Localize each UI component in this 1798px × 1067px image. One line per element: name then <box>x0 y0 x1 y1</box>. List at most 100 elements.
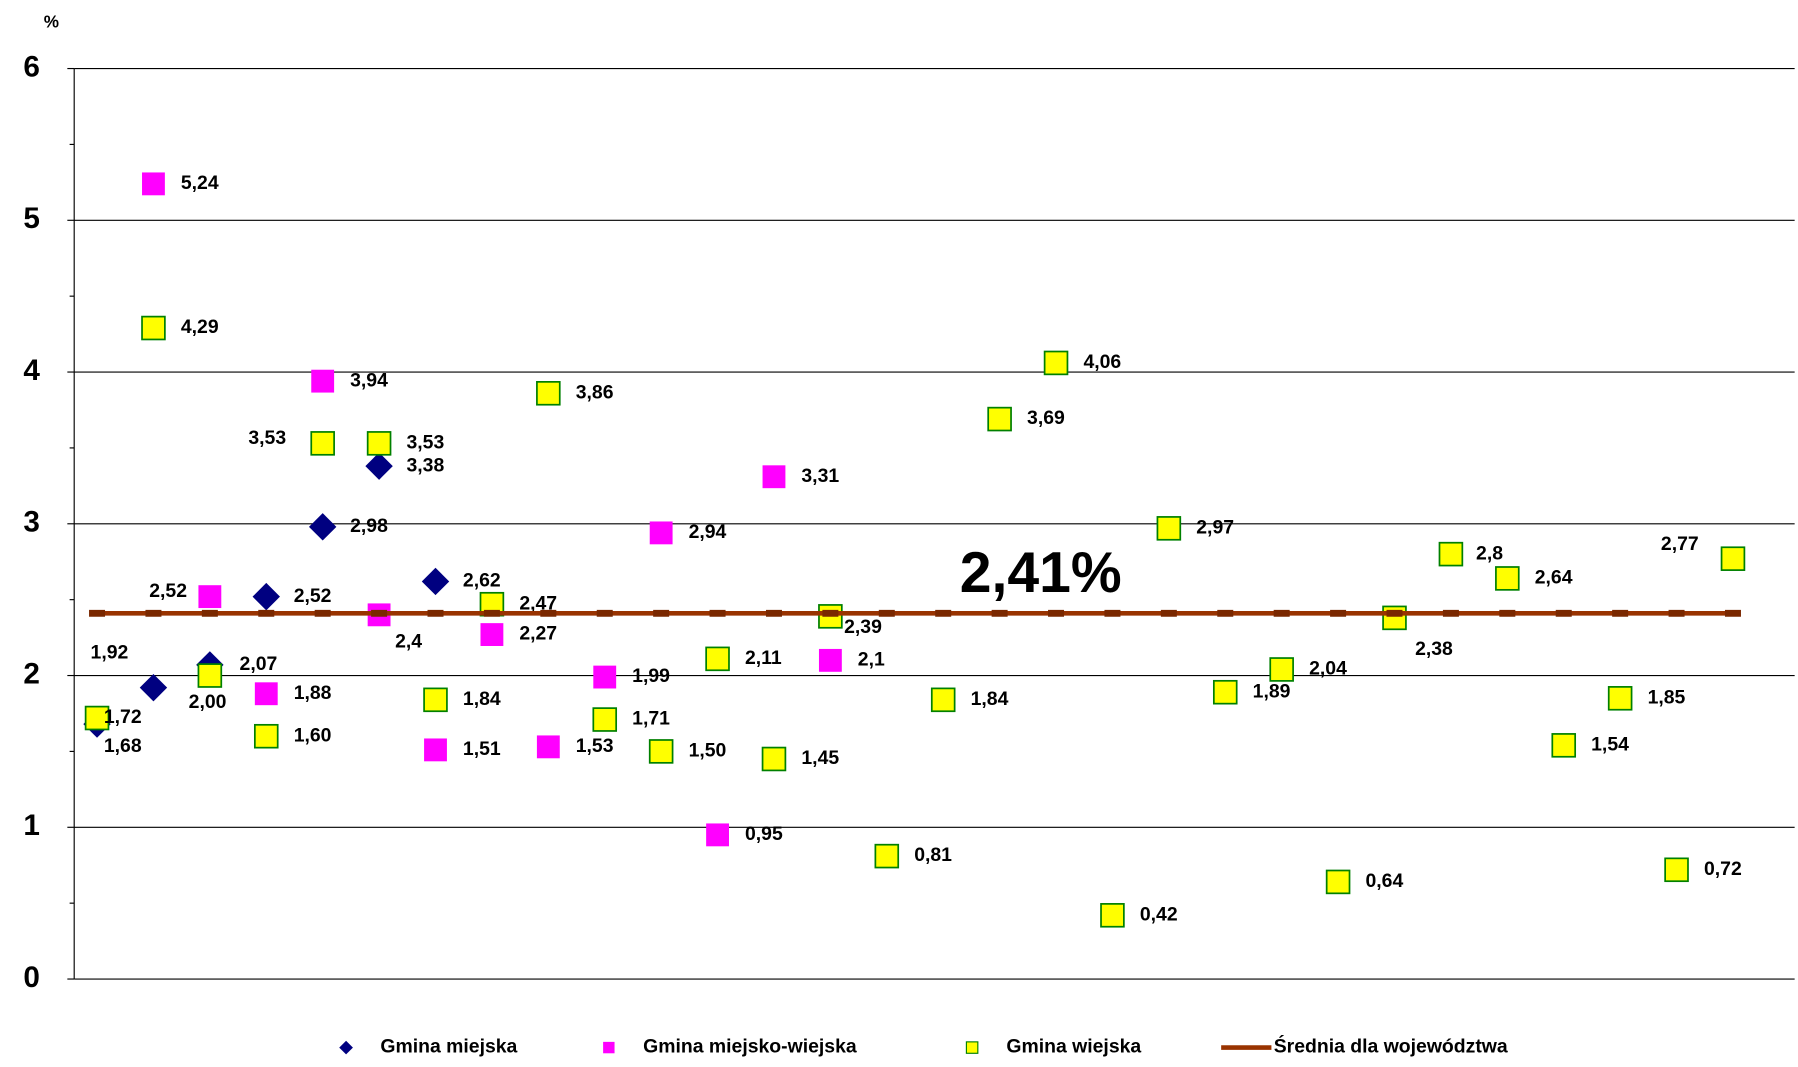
value-label: 3,31 <box>801 465 839 487</box>
point <box>142 172 165 196</box>
value-label: 3,69 <box>1027 407 1065 429</box>
y-tick-label: 5 <box>23 202 40 235</box>
value-label: 1,68 <box>104 735 142 757</box>
value-label: 3,86 <box>576 381 614 403</box>
value-label: 1,84 <box>971 688 1009 710</box>
value-label: 4,06 <box>1083 351 1121 373</box>
value-label: 2,47 <box>519 592 557 614</box>
y-axis-label: % <box>44 11 59 31</box>
value-label: 2,4 <box>395 630 422 652</box>
value-label: 3,53 <box>407 431 445 453</box>
value-label: 1,85 <box>1648 686 1686 708</box>
point <box>1607 686 1633 711</box>
value-label: 5,24 <box>181 172 219 194</box>
legend-label: Gmina wiejska <box>1006 1036 1141 1058</box>
value-label: 1,92 <box>91 642 129 664</box>
point <box>761 746 787 772</box>
legend-marker <box>603 1041 615 1054</box>
point <box>649 521 673 545</box>
point <box>365 452 393 480</box>
y-tick-label: 0 <box>23 961 40 994</box>
point <box>762 465 786 489</box>
value-label: 2,52 <box>149 580 187 602</box>
point <box>253 723 279 749</box>
point <box>987 406 1012 432</box>
point <box>1664 857 1689 883</box>
point <box>423 687 448 713</box>
point <box>139 673 168 702</box>
value-label: 1,71 <box>632 708 670 730</box>
value-label: 4,29 <box>181 316 219 338</box>
point <box>706 823 729 847</box>
point <box>592 707 618 732</box>
legend-marker <box>339 1040 353 1055</box>
point <box>1156 516 1182 541</box>
legend-label: Gmina miejsko-wiejska <box>643 1036 857 1058</box>
value-label: 1,88 <box>294 682 332 704</box>
value-label: 0,42 <box>1140 903 1178 925</box>
y-tick-label: 1 <box>23 809 40 842</box>
point <box>198 585 222 609</box>
point <box>308 513 337 541</box>
legend-label: Średnia dla województwa <box>1274 1034 1508 1058</box>
value-label: 1,89 <box>1253 680 1291 702</box>
value-label: 1,45 <box>801 747 839 769</box>
point <box>1495 566 1520 591</box>
value-label: 2,52 <box>294 585 332 607</box>
value-label: 0,72 <box>1704 858 1742 880</box>
point <box>1269 657 1294 682</box>
value-label: 3,94 <box>350 369 388 391</box>
value-label: 0,64 <box>1366 870 1404 892</box>
value-label: 0,95 <box>745 823 783 845</box>
value-label: 2,00 <box>189 691 227 713</box>
point <box>197 663 223 688</box>
annotation: 2,41% <box>960 541 1122 605</box>
value-label: 2,07 <box>240 653 278 675</box>
point <box>254 682 278 706</box>
value-label: 1,99 <box>632 665 670 687</box>
point <box>310 431 335 456</box>
value-label: 2,97 <box>1196 516 1234 538</box>
value-label: 2,38 <box>1415 638 1453 660</box>
point <box>421 567 450 596</box>
value-label: 1,54 <box>1591 733 1629 755</box>
point <box>1043 350 1069 376</box>
value-label: 1,51 <box>463 738 501 760</box>
point <box>366 431 392 456</box>
point <box>1212 679 1238 705</box>
value-label: 2,62 <box>463 570 501 592</box>
y-tick-label: 3 <box>23 506 40 539</box>
value-label: 2,77 <box>1661 533 1699 555</box>
value-label: 0,81 <box>914 844 952 866</box>
y-tick-label: 6 <box>23 50 40 83</box>
point <box>480 623 504 646</box>
value-label: 1,60 <box>294 724 332 746</box>
value-label: 2,64 <box>1535 567 1573 589</box>
point <box>1720 546 1746 571</box>
point <box>930 687 956 713</box>
point <box>705 646 730 672</box>
value-label: 1,84 <box>463 688 501 710</box>
value-label: 3,38 <box>407 454 445 476</box>
value-label: 2,11 <box>745 647 782 669</box>
value-label: 2,98 <box>350 515 388 537</box>
point <box>648 739 674 764</box>
point <box>424 738 447 762</box>
point <box>874 843 900 869</box>
point <box>1100 903 1125 928</box>
point <box>84 705 110 731</box>
value-label: 1,72 <box>104 706 142 728</box>
point <box>536 381 561 406</box>
legend-marker <box>965 1041 979 1054</box>
value-label: 2,94 <box>689 521 727 543</box>
value-label: 2,27 <box>519 623 557 645</box>
value-label: 1,50 <box>689 740 727 762</box>
point <box>536 735 560 759</box>
y-tick-label: 2 <box>23 657 40 690</box>
value-label: 3,53 <box>248 427 286 449</box>
value-label: 2,8 <box>1476 542 1503 564</box>
legend-label: Gmina miejska <box>380 1036 517 1058</box>
value-label: 1,53 <box>576 735 614 757</box>
point <box>1382 605 1407 631</box>
